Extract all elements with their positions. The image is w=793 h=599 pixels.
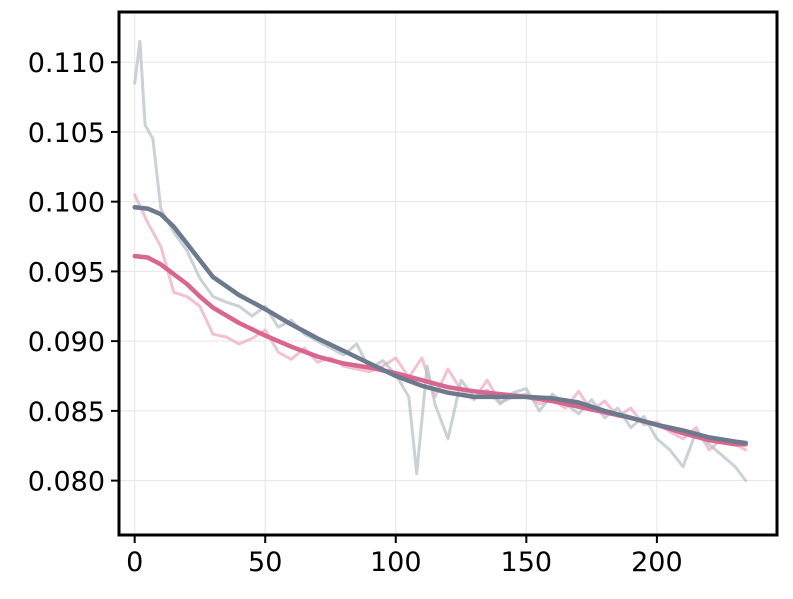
ticks-layer: 0 50 100 150 200 0.080 0.085 0.090 0.095 0.100 0.1… xyxy=(28,48,683,578)
y-tick-label: 0.080 xyxy=(28,467,105,498)
y-tick-label: 0.105 xyxy=(28,118,105,149)
y-tick-label: 0.090 xyxy=(28,327,105,358)
x-tick-label: 150 xyxy=(501,547,553,578)
raw-series-line-1 xyxy=(133,39,748,483)
y-tick-label: 0.110 xyxy=(28,48,105,79)
y-tick-label: 0.095 xyxy=(28,257,105,288)
plot-frame xyxy=(117,10,779,537)
smoothed-series-line-3 xyxy=(132,205,748,446)
x-tick-label: 100 xyxy=(370,547,422,578)
x-tick-label: 50 xyxy=(248,547,282,578)
grid-layer xyxy=(119,12,777,535)
x-tick-label: 0 xyxy=(126,547,143,578)
series-layer xyxy=(132,39,748,483)
x-tick-label: 200 xyxy=(631,547,683,578)
y-tick-label: 0.085 xyxy=(28,397,105,428)
y-tick-label: 0.100 xyxy=(28,188,105,219)
raw-series-line-0 xyxy=(133,193,748,452)
